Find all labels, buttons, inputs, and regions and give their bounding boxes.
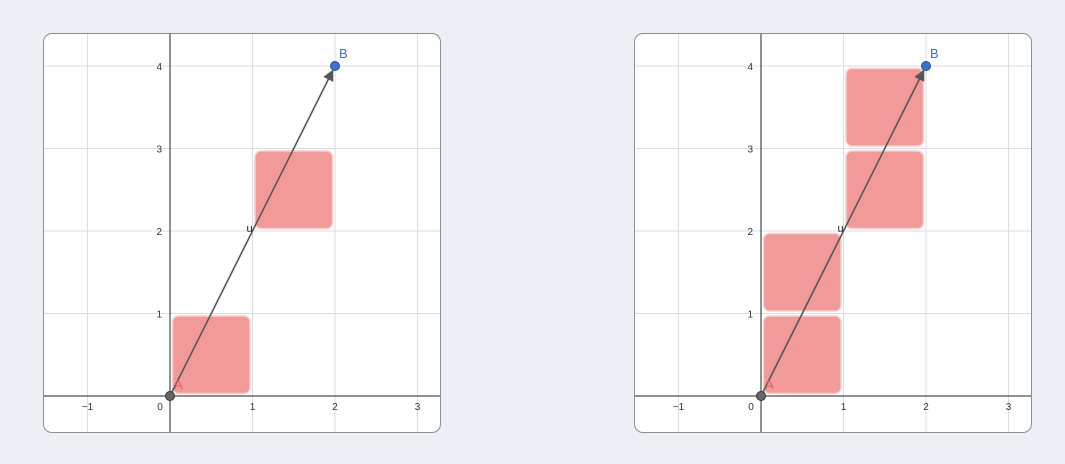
x-tick-label: 1 — [841, 402, 847, 413]
unit-square — [254, 150, 334, 230]
point-b-label: B — [339, 46, 348, 61]
y-tick-label: 2 — [156, 227, 162, 238]
unit-square — [762, 315, 842, 395]
x-tick-label: 3 — [415, 402, 421, 413]
point-a-label: A — [765, 377, 774, 392]
x-tick-label: 1 — [250, 402, 256, 413]
unit-square — [845, 150, 925, 230]
coordinate-plane-left: −1 0 1 2 3 1 2 3 4 u A B — [44, 34, 440, 432]
x-tick-label: 2 — [332, 402, 338, 413]
point-b — [330, 61, 340, 71]
unit-square — [762, 232, 842, 312]
x-tick-label: −1 — [82, 402, 94, 413]
y-tick-label: 2 — [747, 227, 753, 238]
point-b-label: B — [930, 46, 939, 61]
y-tick-label: 3 — [747, 145, 753, 156]
vector-midpoint-label: u — [837, 223, 843, 235]
vector-arrow — [760, 69, 925, 397]
x-tick-label: 2 — [923, 402, 929, 413]
x-tick-label: 3 — [1006, 402, 1012, 413]
graph-panel-left: −1 0 1 2 3 1 2 3 4 u A B — [43, 33, 441, 433]
coordinate-plane-right: −1 0 1 2 3 1 2 3 4 u A B — [635, 34, 1031, 432]
unit-square — [845, 67, 925, 147]
y-tick-label: 1 — [747, 310, 753, 321]
vector-arrow — [169, 69, 334, 397]
x-tick-label: 0 — [748, 402, 754, 413]
graph-panel-right: −1 0 1 2 3 1 2 3 4 u A B — [634, 33, 1032, 433]
vector-midpoint-label: u — [246, 223, 252, 235]
x-tick-label: 0 — [157, 402, 163, 413]
point-a — [165, 391, 175, 401]
y-tick-label: 4 — [747, 62, 753, 73]
y-tick-label: 3 — [156, 145, 162, 156]
y-tick-label: 4 — [156, 62, 162, 73]
point-a-label: A — [174, 377, 183, 392]
y-tick-label: 1 — [156, 310, 162, 321]
x-tick-label: −1 — [673, 402, 685, 413]
point-b — [921, 61, 931, 71]
point-a — [756, 391, 766, 401]
unit-square — [171, 315, 251, 395]
